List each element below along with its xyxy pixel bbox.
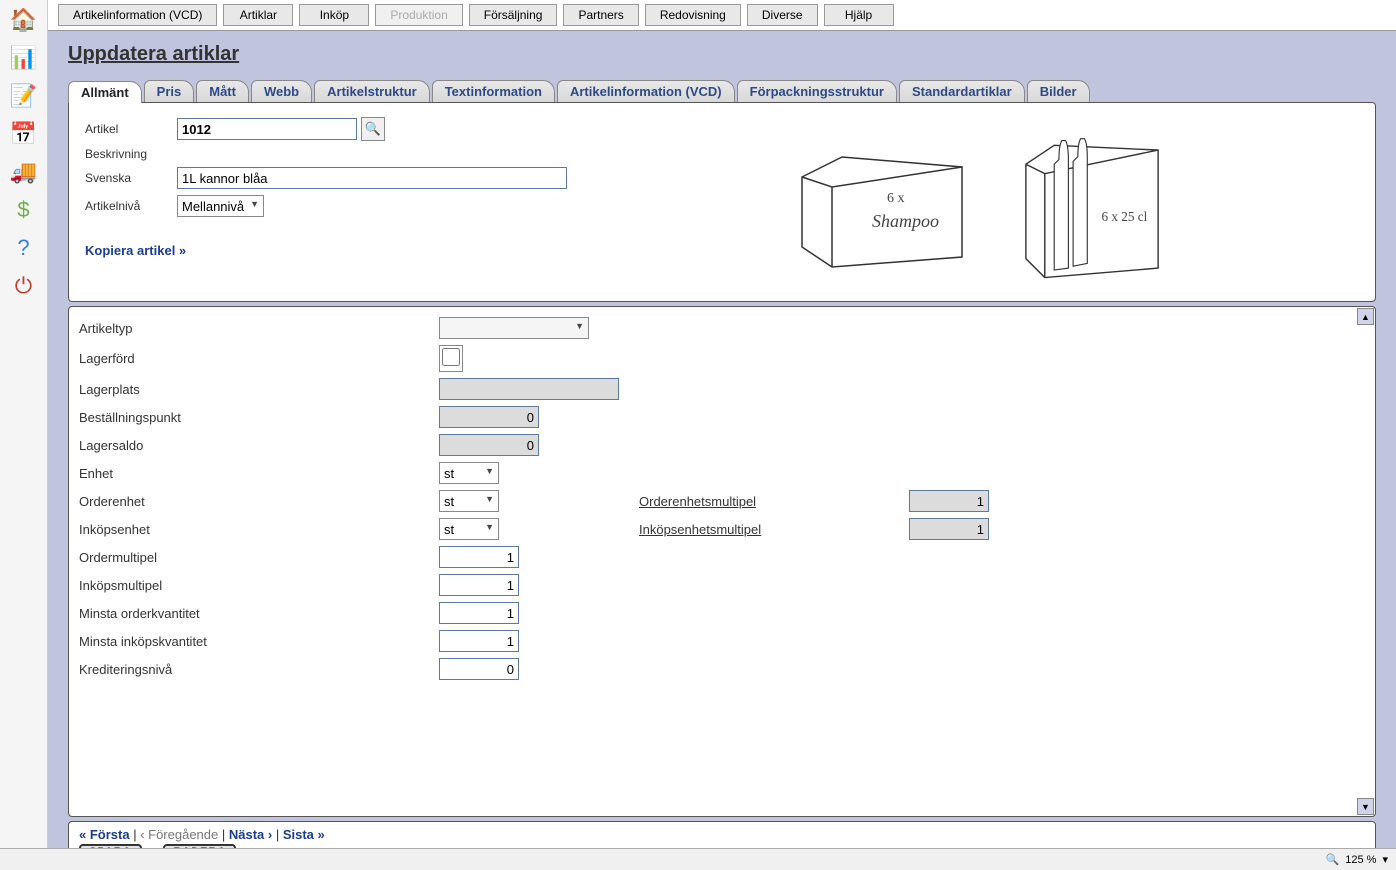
bestallningspunkt-input[interactable]	[439, 406, 539, 428]
ordermultipel-input[interactable]	[439, 546, 519, 568]
inkopsenhet-select[interactable]: st	[439, 518, 499, 540]
sidebar: 🏠 📊 📝 📅 🚚 $ ? ⏻	[0, 0, 48, 870]
tab-f-rpackningsstruktur[interactable]: Förpackningsstruktur	[737, 80, 897, 102]
copy-article-link[interactable]: Kopiera artikel »	[85, 243, 186, 258]
power-icon[interactable]: ⏻	[8, 270, 40, 302]
tab-pris[interactable]: Pris	[144, 80, 195, 102]
upper-panel: Artikel 🔍 Beskrivning Svenska Artikelniv…	[68, 102, 1376, 302]
svenska-input[interactable]	[177, 167, 567, 189]
tab-m-tt[interactable]: Mått	[196, 80, 249, 102]
scroll-up-icon[interactable]: ▲	[1357, 308, 1374, 325]
top-menu: Artikelinformation (VCD) Artiklar Inköp Pro…	[48, 0, 1396, 31]
inkopsenhetsmultipel-input[interactable]	[909, 518, 989, 540]
beskrivning-label: Beskrivning	[85, 147, 177, 161]
app-root: 🏠 📊 📝 📅 🚚 $ ? ⏻ Artikelinformation (VCD)…	[0, 0, 1396, 870]
menu-produktion: Produktion	[375, 4, 462, 26]
artikelniva-select[interactable]: Mellannivå	[177, 195, 264, 217]
kreditering-input[interactable]	[439, 658, 519, 680]
last-link[interactable]: Sista »	[283, 827, 325, 842]
pagination: « Första | ‹ Föregående | Nästa › | Sist…	[79, 827, 1365, 842]
money-icon[interactable]: $	[8, 194, 40, 226]
tab-textinformation[interactable]: Textinformation	[432, 80, 555, 102]
next-link[interactable]: Nästa ›	[229, 827, 272, 842]
kreditering-label: Krediteringsnivå	[79, 662, 439, 677]
tab-bilder[interactable]: Bilder	[1027, 80, 1090, 102]
illustration: 6 x Shampoo 6 x 25 cl	[605, 117, 1359, 287]
bottles-illustration: 6 x 25 cl	[1002, 117, 1182, 287]
box-illustration: 6 x Shampoo	[782, 127, 982, 277]
artikeltyp-select[interactable]	[439, 317, 589, 339]
orderenhet-label: Orderenhet	[79, 494, 439, 509]
enhet-select[interactable]: st	[439, 462, 499, 484]
bestallningspunkt-label: Beställningspunkt	[79, 410, 439, 425]
calendar-icon[interactable]: 📅	[8, 118, 40, 150]
menu-partners[interactable]: Partners	[563, 4, 638, 26]
minstaorder-input[interactable]	[439, 602, 519, 624]
menu-diverse[interactable]: Diverse	[747, 4, 818, 26]
orderenhet-select[interactable]: st	[439, 490, 499, 512]
enhet-label: Enhet	[79, 466, 439, 481]
svg-text:6 x: 6 x	[887, 191, 905, 206]
help-icon[interactable]: ?	[8, 232, 40, 264]
tab-artikelinformation-vcd-[interactable]: Artikelinformation (VCD)	[557, 80, 735, 102]
lagerford-label: Lagerförd	[79, 351, 439, 366]
minstaorder-label: Minsta orderkvantitet	[79, 606, 439, 621]
svenska-label: Svenska	[85, 171, 177, 185]
lagersaldo-input[interactable]	[439, 434, 539, 456]
inkopsmultipel-input[interactable]	[439, 574, 519, 596]
home-icon[interactable]: 🏠	[8, 4, 40, 36]
main-area: Artikelinformation (VCD) Artiklar Inköp Pro…	[48, 0, 1396, 870]
panel-left: Artikel 🔍 Beskrivning Svenska Artikelniv…	[85, 117, 605, 287]
menu-hj-lp[interactable]: Hjälp	[824, 4, 894, 26]
menu-artikelinformation-vcd-[interactable]: Artikelinformation (VCD)	[58, 4, 217, 26]
scroll-down-icon[interactable]: ▼	[1357, 798, 1374, 815]
menu-artiklar[interactable]: Artiklar	[223, 4, 293, 26]
ordermultipel-label: Ordermultipel	[79, 550, 439, 565]
artikel-search-button[interactable]: 🔍	[361, 117, 385, 141]
lagerplats-input[interactable]	[439, 378, 619, 400]
tab-artikelstruktur[interactable]: Artikelstruktur	[314, 80, 430, 102]
first-link[interactable]: « Första	[79, 827, 130, 842]
tab-standardartiklar[interactable]: Standardartiklar	[899, 80, 1025, 102]
orderenhetsmultipel-input[interactable]	[909, 490, 989, 512]
zoom-level: 125 %	[1345, 854, 1376, 866]
chart-icon[interactable]: 📊	[8, 42, 40, 74]
artikelniva-label: Artikelnivå	[85, 199, 177, 213]
statusbar: 🔍 125 % ▾	[0, 848, 1396, 870]
artikeltyp-label: Artikeltyp	[79, 321, 439, 336]
lagersaldo-label: Lagersaldo	[79, 438, 439, 453]
edit-icon[interactable]: 📝	[8, 80, 40, 112]
lagerford-checkbox[interactable]	[442, 348, 460, 366]
artikel-input[interactable]	[177, 118, 357, 140]
inkopsenhetsmultipel-label: Inköpsenhetsmultipel	[639, 522, 909, 537]
zoom-dropdown-icon[interactable]: ▾	[1382, 853, 1388, 866]
minstainkop-label: Minsta inköpskvantitet	[79, 634, 439, 649]
truck-icon[interactable]: 🚚	[8, 156, 40, 188]
prev-link: ‹ Föregående	[140, 827, 218, 842]
tab-webb[interactable]: Webb	[251, 80, 312, 102]
minstainkop-input[interactable]	[439, 630, 519, 652]
orderenhetsmultipel-label: Orderenhetsmultipel	[639, 494, 909, 509]
tab-allm-nt[interactable]: Allmänt	[68, 81, 142, 103]
artikel-label: Artikel	[85, 122, 177, 136]
svg-text:Shampoo: Shampoo	[872, 211, 939, 231]
lower-panel: Artikeltyp Lagerförd Lagerplats Beställn…	[68, 306, 1376, 817]
form-scroll[interactable]: Artikeltyp Lagerförd Lagerplats Beställn…	[69, 307, 1375, 816]
menu-f-rs-ljning[interactable]: Försäljning	[469, 4, 558, 26]
menu-ink-p[interactable]: Inköp	[299, 4, 369, 26]
page-title: Uppdatera artiklar	[68, 43, 1376, 66]
tabstrip: AllmäntPrisMåttWebbArtikelstrukturTextin…	[68, 80, 1376, 102]
inkopsenhet-label: Inköpsenhet	[79, 522, 439, 537]
svg-text:6 x 25 cl: 6 x 25 cl	[1101, 209, 1147, 224]
inkopsmultipel-label: Inköpsmultipel	[79, 578, 439, 593]
zoom-icon[interactable]: 🔍	[1326, 853, 1340, 866]
content: Uppdatera artiklar AllmäntPrisMåttWebbAr…	[48, 31, 1396, 870]
menu-redovisning[interactable]: Redovisning	[645, 4, 741, 26]
lagerplats-label: Lagerplats	[79, 382, 439, 397]
